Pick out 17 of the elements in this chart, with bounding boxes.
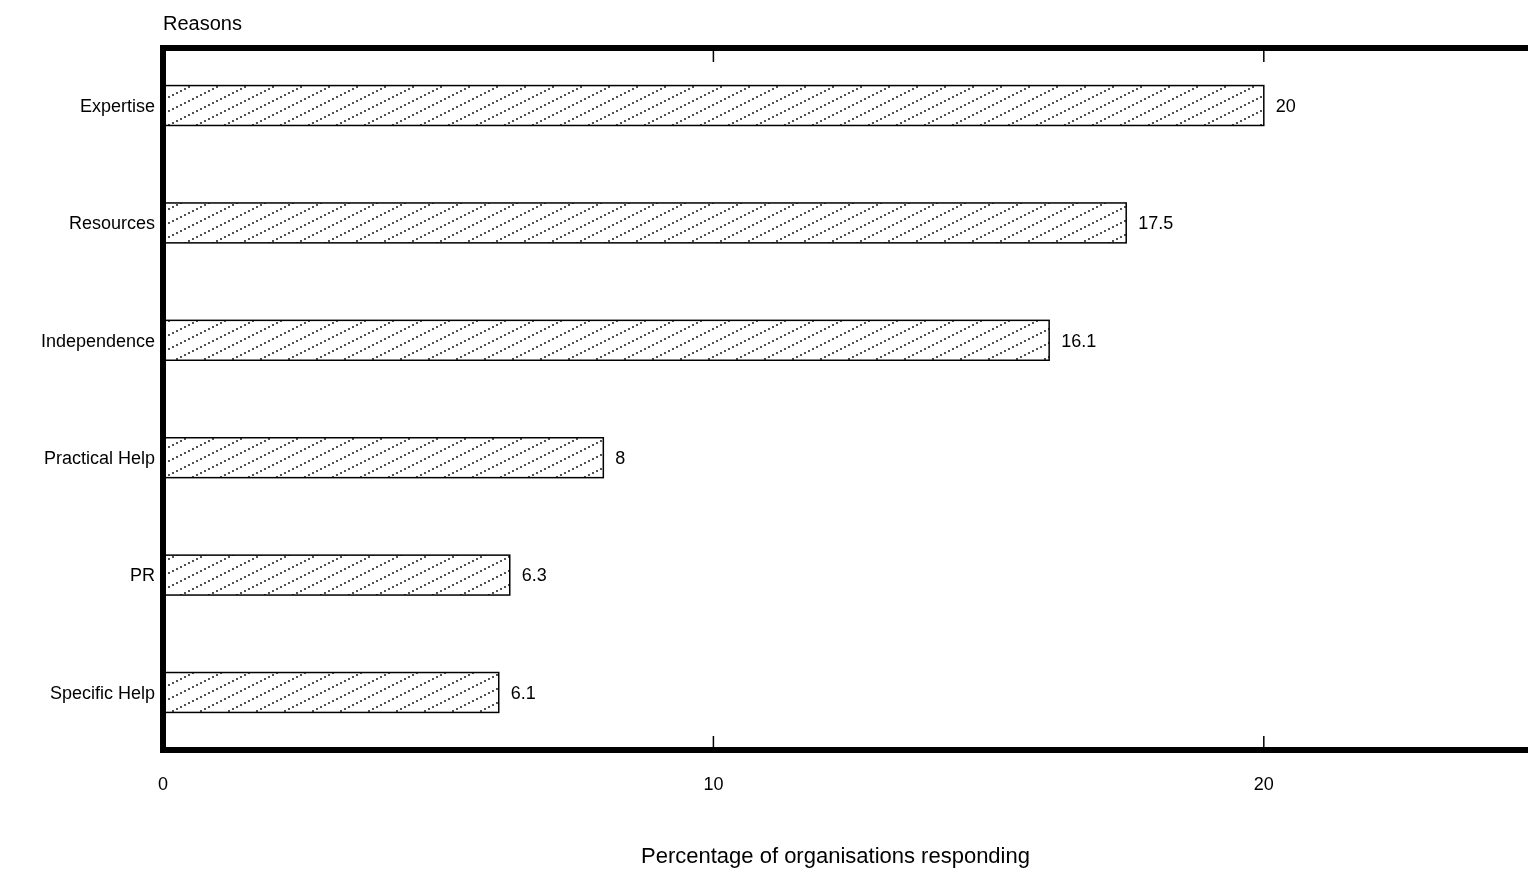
- data-label: 20: [1275, 95, 1296, 116]
- data-label: 8: [615, 448, 626, 468]
- data-label: 6.3: [521, 565, 547, 586]
- y-tick-label: Resources: [68, 213, 155, 234]
- data-label: 17.5: [1138, 213, 1174, 234]
- y-tick-label: PR: [129, 565, 155, 586]
- x-tick-label: 20: [1253, 774, 1274, 794]
- y-axis-title: Reasons: [163, 12, 242, 34]
- data-label: 6.1: [510, 682, 536, 703]
- x-tick-label: 10: [703, 774, 724, 794]
- y-tick-label: Practical Help: [43, 448, 155, 468]
- y-tick-label: Independence: [40, 330, 155, 351]
- x-tick-label: 0: [157, 774, 169, 794]
- y-tick-label: Specific Help: [49, 682, 155, 703]
- data-label: 16.1: [1061, 330, 1097, 351]
- x-axis-title: Percentage of organisations responding: [641, 843, 1030, 868]
- y-tick-label: Expertise: [79, 95, 155, 116]
